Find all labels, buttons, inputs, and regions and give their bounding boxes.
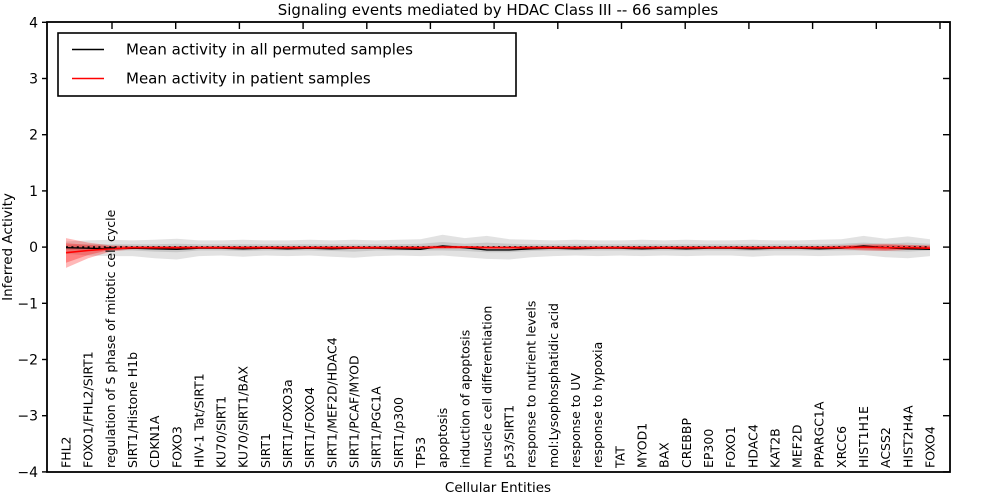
x-tick-label: SIRT1/FOXO4 [302,387,317,468]
x-tick-label: FHL2 [59,436,74,468]
x-tick-label: HIST2H4A [900,405,915,468]
y-tick-label: 4 [29,15,38,31]
x-tick-label: KU70/SIRT1 [214,396,229,468]
x-tick-label: SIRT1 [258,433,273,468]
x-tick-label: SIRT1/PCAF/MYOD [347,355,362,468]
y-tick-label: 0 [29,240,38,256]
x-tick-label: XRCC6 [834,426,849,468]
x-tick-label: muscle cell differentiation [479,306,494,468]
x-tick-label: BAX [657,442,672,468]
chart-plot: −4 −3 −2 −1 0 1 2 3 4 FHL2 FOXO1/FHL2/SIRT1 regulat… [17,15,950,481]
x-tick-label: induction of apoptosis [457,330,472,468]
x-tick-label: FOXO4 [923,426,938,468]
x-tick-label: response to hypoxia [590,342,605,468]
x-tick-label: EP300 [701,429,716,468]
plot-border [46,21,951,473]
chart-title: Signaling events mediated by HDAC Class … [278,1,719,19]
x-tick-label: PPARGC1A [812,401,827,468]
x-tick-label: response to UV [568,373,583,468]
y-tick-label: 3 [29,72,38,88]
x-tick-label: response to nutrient levels [524,301,539,468]
x-tick-label: p53/SIRT1 [502,405,517,468]
legend-box [57,32,517,97]
x-tick-label: SIRT1/MEF2D/HDAC4 [324,337,339,468]
x-tick-label: CDKN1A [147,415,162,468]
x-tick-label: SIRT1/p300 [391,397,406,468]
x-tick-label: KAT2B [767,428,782,468]
x-tick-label: regulation of S phase of mitotic cell cy… [103,209,118,468]
y-tick-label: 1 [29,184,38,200]
y-tick-label: 2 [29,128,38,144]
x-tick-label: FOXO1 [723,426,738,468]
y-tick-label: −4 [17,465,38,481]
x-tick-label: SIRT1/PGC1A [369,386,384,468]
legend: Mean activity in all permuted samples Me… [57,32,517,97]
x-tick-label: apoptosis [435,408,450,468]
x-tick-label: SIRT1/FOXO3a [280,379,295,468]
x-tick-label: SIRT1/Histone H1b [125,352,140,468]
legend-label-permuted: Mean activity in all permuted samples [126,41,413,59]
x-tick-label: TP53 [413,437,428,469]
x-axis-label: Cellular Entities [445,480,551,496]
y-tick-label: −2 [17,353,38,369]
series-line-patient [65,246,931,254]
y-tick-label: −1 [17,296,38,312]
x-tick-label: CREBBP [679,418,694,468]
x-tick-label: HIV-1 Tat/SIRT1 [191,373,206,468]
x-tick-label: MEF2D [790,425,805,468]
legend-label-patient: Mean activity in patient samples [126,70,371,88]
x-tick-label: FOXO1/FHL2/SIRT1 [81,351,96,468]
x-tick-label: mol:Lysophosphatidic acid [546,303,561,468]
x-tick-label: HIST1H1E [856,406,871,468]
x-tick-label: KU70/SIRT1/BAX [236,366,251,468]
x-tick-label: TAT [612,446,627,469]
x-tick-label: FOXO3 [169,426,184,468]
y-axis-label: Inferred Activity [0,193,16,301]
x-tick-label: MYOD1 [635,423,650,468]
y-tick-label: −3 [17,409,38,425]
x-tick-label: HDAC4 [745,424,760,468]
x-tick-label: ACSS2 [878,427,893,468]
